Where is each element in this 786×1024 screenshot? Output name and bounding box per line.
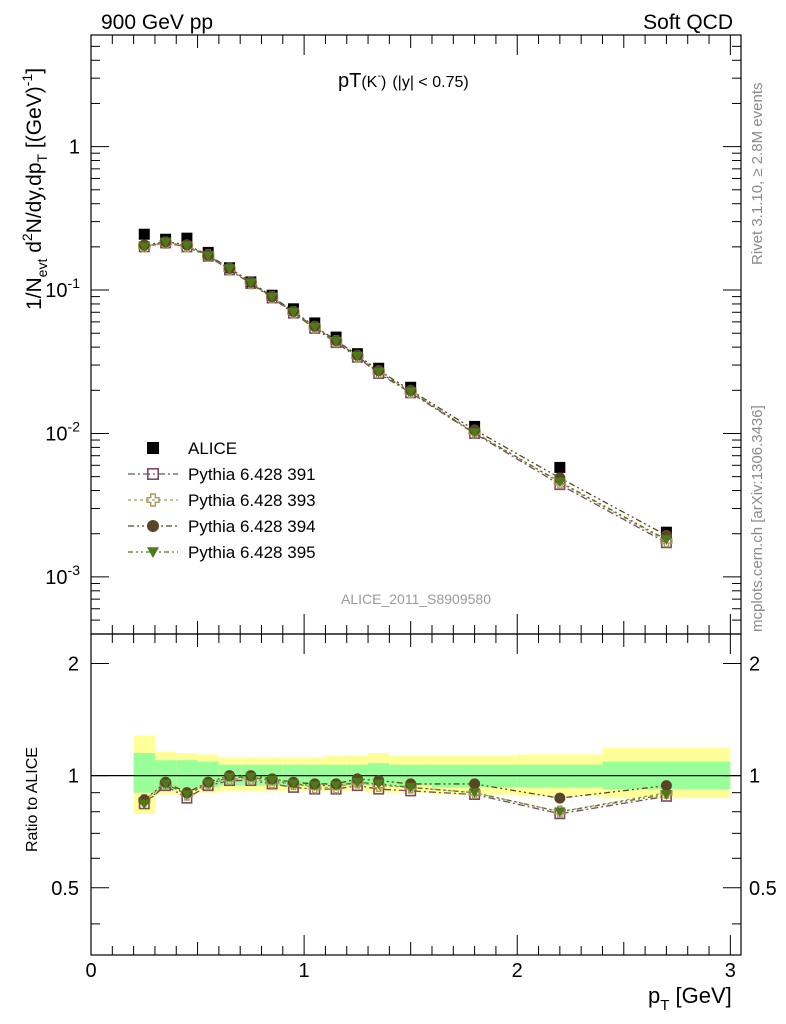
data-point	[469, 428, 481, 439]
data-point	[181, 241, 193, 252]
data-point	[554, 477, 566, 488]
data-point	[660, 535, 672, 546]
ratio-point	[245, 772, 257, 783]
ratio-series	[138, 770, 673, 820]
data-point	[554, 461, 566, 473]
series-line	[144, 242, 667, 544]
ratio-point	[660, 790, 672, 800]
ratio-point	[554, 807, 566, 818]
ratio-point	[554, 792, 566, 804]
series-line	[144, 241, 667, 536]
legend-label: Pythia 6.428 391	[188, 465, 316, 484]
data-point	[405, 387, 417, 398]
ratio-point	[660, 780, 672, 792]
ratio-band-inner	[133, 753, 155, 793]
x-tick-label: 0	[85, 960, 96, 982]
data-point	[245, 278, 257, 289]
x-axis-title: pT [GeV]	[648, 983, 732, 1014]
data-point	[160, 237, 172, 248]
legend-label: ALICE	[188, 439, 237, 458]
ratio-tick-label-left: 2	[68, 653, 79, 675]
ratio-point	[405, 782, 417, 793]
data-point	[138, 228, 150, 240]
data-point	[330, 336, 342, 347]
ratio-point	[351, 777, 363, 788]
ratio-line	[143, 779, 667, 815]
ratio-point	[181, 790, 193, 800]
rivet-label: Rivet 3.1.10, ≥ 2.8M events	[749, 83, 766, 266]
series-line	[144, 241, 667, 541]
ratio-uncertainty-bands	[133, 735, 731, 814]
ratio-point	[373, 779, 385, 790]
ratio-band-inner	[176, 760, 198, 790]
source-label: mcplots.cern.ch [arXiv:1306.3436]	[749, 405, 766, 632]
legend-marker	[147, 467, 160, 480]
ratio-point	[202, 779, 214, 790]
data-point	[181, 232, 193, 244]
x-tick-label: 1	[299, 960, 310, 982]
ratio-point	[266, 776, 278, 787]
legend-label: Pythia 6.428 393	[188, 491, 316, 510]
y-axis-main-title: 1/Nevt d2N/dy,dpT [(GeV)-1]	[19, 68, 50, 310]
ratio-point	[138, 799, 150, 810]
y-tick-label: 10-3	[45, 562, 80, 589]
legend-marker	[147, 442, 159, 454]
ratio-point	[287, 779, 299, 790]
ratio-tick-label-left: 1	[68, 766, 79, 788]
axis-ticks	[90, 34, 741, 955]
header-right: Soft QCD	[643, 11, 733, 34]
ratio-line	[143, 778, 667, 813]
ratio-tick-label-right: 1	[749, 766, 760, 788]
ratio-point	[160, 779, 172, 790]
data-point	[266, 292, 278, 303]
y-tick-label: 10-1	[45, 275, 80, 302]
legend-marker	[147, 547, 159, 558]
ratio-tick-label-left: 0.5	[51, 878, 79, 900]
ratio-tick-label-right: 0.5	[749, 878, 777, 900]
x-tick-label: 2	[512, 960, 523, 982]
data-point	[224, 264, 236, 275]
y-tick-label: 1	[69, 137, 80, 159]
ratio-tick-label-right: 2	[749, 653, 760, 675]
ratio-point	[469, 778, 481, 790]
ratio-point	[469, 788, 481, 799]
series-markers	[138, 228, 673, 549]
tick-labels: 1 10-1 10-2 10-3 2 2 1 1 0.5 0.5 0 1 2 3	[45, 137, 777, 982]
legend-label: Pythia 6.428 394	[188, 517, 316, 536]
y-tick-label: 10-2	[45, 418, 80, 445]
data-point	[202, 251, 214, 262]
data-point	[287, 307, 299, 318]
plot-frames	[90, 34, 742, 956]
ratio-point	[309, 781, 321, 792]
data-point	[309, 322, 321, 333]
legend-label: Pythia 6.428 395	[188, 543, 316, 562]
ratio-point	[224, 772, 236, 783]
ratio-point	[330, 781, 342, 792]
data-point	[138, 242, 150, 253]
legend-marker	[147, 520, 159, 532]
ratio-frame	[90, 633, 742, 956]
series-lines	[144, 241, 667, 544]
legend: ALICE Pythia 6.428 391 Pythia 6.428 393 Pyt…	[128, 439, 316, 562]
analysis-id: ALICE_2011_S8909580	[341, 591, 491, 607]
data-point	[373, 367, 385, 378]
header-left: 900 GeV pp	[101, 11, 213, 34]
data-point	[351, 351, 363, 362]
legend-marker	[146, 493, 160, 507]
y-axis-ratio-title: Ratio to ALICE	[24, 747, 41, 852]
observable-title: pT(K-) (|y| < 0.75)	[338, 70, 469, 92]
x-tick-label: 3	[725, 960, 736, 982]
ratio-line	[143, 774, 667, 801]
